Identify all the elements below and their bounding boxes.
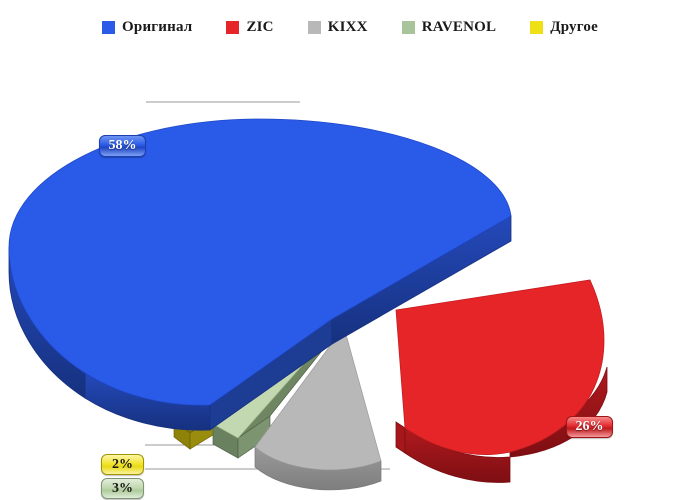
data-label-drugoe[interactable]: 2% (101, 454, 144, 475)
pie-slice-original[interactable] (8, 118, 512, 431)
pie-slice-zic-left-side (395, 421, 406, 454)
legend-item-ravenol[interactable]: RAVENOL (401, 18, 497, 36)
legend-swatch-kixx-icon (307, 20, 321, 34)
legend-item-kixx[interactable]: KIXX (307, 18, 368, 36)
legend-swatch-original-icon (102, 20, 116, 34)
pie-slice-original-top (8, 118, 512, 406)
pie-chart-graphic: 58% 26% 2% 3% 11% (0, 44, 700, 500)
legend-swatch-ravenol-icon (401, 20, 415, 34)
data-label-ravenol[interactable]: 3% (101, 478, 144, 499)
legend-label-kixx: KIXX (327, 18, 368, 35)
pie-slice-zic[interactable] (395, 279, 608, 483)
legend-swatch-drugoe-icon (530, 20, 544, 34)
pie-slice-kixx-top (254, 326, 382, 471)
data-label-original[interactable]: 58% (99, 135, 146, 157)
data-label-zic[interactable]: 26% (566, 416, 613, 438)
legend-swatch-zic-icon (226, 20, 240, 34)
legend-label-drugoe: Другое (550, 18, 598, 35)
legend-item-zic[interactable]: ZIC (226, 18, 274, 36)
chart-legend: Оригинал ZIC KIXX RAVENOL Другое (0, 14, 700, 40)
pie-slice-zic-top (395, 279, 605, 455)
legend-item-drugoe[interactable]: Другое (530, 19, 598, 36)
legend-label-ravenol: RAVENOL (421, 18, 497, 35)
legend-label-zic: ZIC (246, 18, 274, 35)
legend-item-original[interactable]: Оригинал (102, 19, 192, 36)
pie-slice-kixx[interactable] (254, 326, 382, 491)
legend-label-original: Оригинал (122, 18, 193, 35)
